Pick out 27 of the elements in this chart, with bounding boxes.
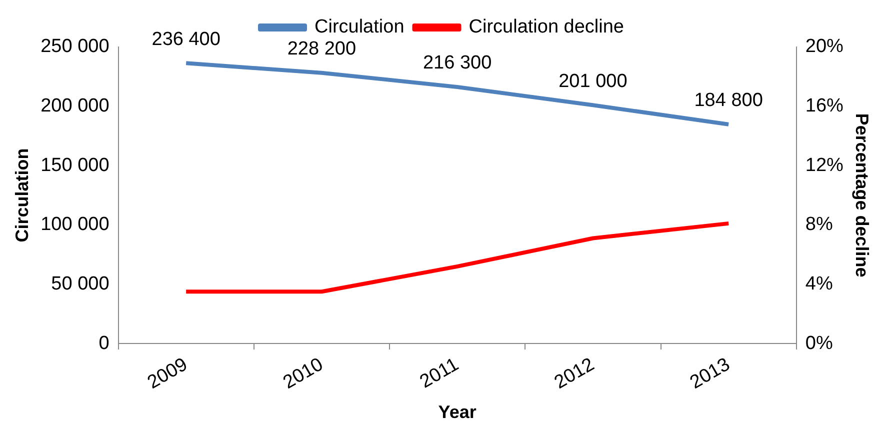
y2-tick-label: 8% xyxy=(805,214,833,236)
y-tick-label: 150 000 xyxy=(40,154,110,176)
legend-label: Circulation decline xyxy=(468,16,624,38)
legend-label: Circulation xyxy=(314,16,404,38)
y2-axis-title: Percentage decline xyxy=(852,113,872,278)
y-tick-label: 200 000 xyxy=(40,96,110,117)
y-tick-label: 250 000 xyxy=(40,36,110,58)
y2-tick-label: 0% xyxy=(805,332,833,354)
data-label: 216 300 xyxy=(422,52,492,74)
y-tick-label: 50 000 xyxy=(51,273,110,294)
x-axis-title: Year xyxy=(438,402,476,422)
y-tick-label: 100 000 xyxy=(40,214,110,236)
data-label: 228 200 xyxy=(287,38,356,60)
x-tick-label: 2010 xyxy=(280,354,327,394)
y2-tick-label: 16% xyxy=(805,96,844,117)
x-tick-label: 2012 xyxy=(550,354,598,394)
y-tick-label: 0 xyxy=(98,332,110,354)
y2-tick-label: 4% xyxy=(805,273,833,294)
y-axis-title: Circulation xyxy=(12,148,32,242)
data-label: 201 000 xyxy=(558,70,628,92)
x-tick-label: 2013 xyxy=(686,354,734,394)
y2-tick-label: 12% xyxy=(805,154,844,176)
data-label: 184 800 xyxy=(694,90,763,112)
y2-tick-label: 20% xyxy=(805,36,844,58)
x-tick-label: 2011 xyxy=(416,354,462,393)
data-label: 236 400 xyxy=(152,28,220,50)
x-tick-label: 2009 xyxy=(144,354,192,394)
